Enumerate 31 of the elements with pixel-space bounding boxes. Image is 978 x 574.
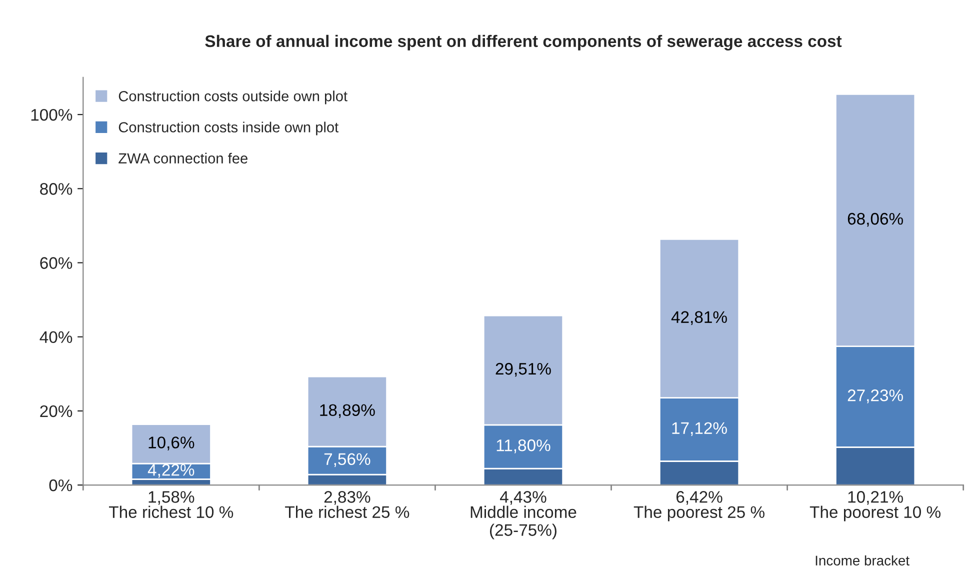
x-tick-label: The poorest 10 % xyxy=(810,506,940,522)
legend-label: Construction costs inside own plot xyxy=(118,122,339,136)
y-tick-label: 80% xyxy=(40,183,72,195)
data-label: 6,42% xyxy=(676,491,722,505)
x-tick-label: Middle income (25-75%) xyxy=(470,506,576,540)
data-label: 18,89% xyxy=(320,404,375,418)
x-tick-label: The richest 10 % xyxy=(109,506,234,518)
data-label: 2,83% xyxy=(324,491,370,505)
x-axis-title: Income bracket xyxy=(816,555,910,566)
data-label: 42,81% xyxy=(671,311,727,325)
y-tick-label: 20% xyxy=(40,405,72,418)
data-label: 10,6% xyxy=(148,436,194,450)
legend-label: ZWA connection fee xyxy=(118,152,248,164)
x-tick-label: The richest 25 % xyxy=(285,506,410,518)
data-label: 17,12% xyxy=(672,422,727,436)
chart-title: Share of annual income spent on different components of sewerage access cost xyxy=(205,34,842,50)
data-label: 11,80% xyxy=(496,439,550,454)
x-tick-label: The poorest 25 % xyxy=(634,506,764,522)
y-tick-label: 60% xyxy=(40,257,72,269)
legend-label: Construction costs outside own plot xyxy=(118,90,348,104)
data-label: 4,22% xyxy=(148,464,194,478)
data-label: 1,58% xyxy=(148,491,194,505)
data-label: 68,06% xyxy=(848,212,903,227)
data-label: 7,56% xyxy=(324,453,370,467)
y-tick-label: 100% xyxy=(31,108,72,121)
data-label: 27,23% xyxy=(848,389,903,404)
y-tick-label: 0% xyxy=(49,479,72,492)
data-label: 29,51% xyxy=(496,362,551,377)
data-label: 4,43% xyxy=(500,491,546,505)
y-tick-label: 40% xyxy=(40,331,72,344)
data-label: 10,21% xyxy=(848,491,903,505)
